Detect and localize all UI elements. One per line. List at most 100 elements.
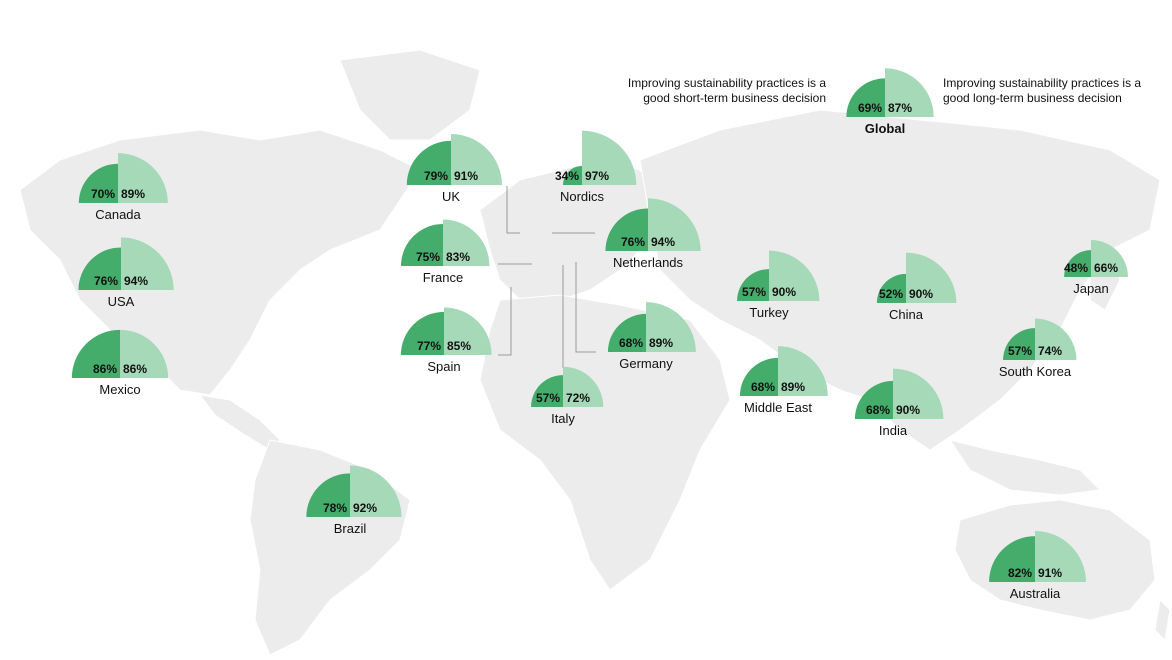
canada-long-term-slice [118, 153, 168, 203]
usa-short-term-value: 76% [94, 274, 118, 288]
india-short-term-value: 68% [866, 403, 890, 417]
region-japan: 48% 66% Japan [1064, 240, 1128, 296]
spain-short-term-value: 77% [417, 339, 441, 353]
global-label: Global [865, 121, 905, 136]
brazil-label: Brazil [334, 521, 367, 536]
mexico-long-term-value: 86% [123, 362, 147, 376]
france-short-term-value: 75% [416, 250, 440, 264]
region-middle-east: 68% 89% Middle East [739, 346, 828, 415]
france-short-term-slice [401, 224, 443, 266]
turkey-short-term-slice [737, 269, 769, 301]
australia-long-term-slice [1035, 531, 1086, 582]
nordics-label: Nordics [560, 189, 605, 204]
region-china: 52% 90% China [876, 252, 957, 322]
middle-east-long-term-value: 89% [781, 380, 805, 394]
turkey-long-term-slice [769, 250, 820, 301]
region-canada: 70% 89% Canada [78, 153, 168, 222]
italy-label: Italy [551, 411, 575, 426]
australia-short-term-slice [989, 536, 1035, 582]
brazil-long-term-value: 92% [353, 501, 377, 515]
australia-long-term-value: 91% [1038, 566, 1062, 580]
southeast-asia-landmass [948, 439, 1102, 496]
south-korea-label: South Korea [999, 364, 1072, 379]
germany-label: Germany [619, 356, 673, 371]
region-mexico: 86% 86% Mexico [71, 329, 169, 397]
canada-label: Canada [95, 207, 141, 222]
india-short-term-slice [854, 380, 893, 419]
region-france: 75% 83% France [401, 219, 490, 285]
region-south-korea: 57% 74% South Korea [999, 318, 1077, 379]
germany-short-term-slice [607, 313, 646, 352]
usa-long-term-slice [121, 237, 174, 290]
mexico-label: Mexico [99, 382, 140, 397]
south-korea-long-term-slice [1035, 318, 1077, 360]
new-zealand-landmass [1154, 598, 1171, 642]
italy-short-term-value: 57% [536, 391, 560, 405]
spain-short-term-slice [400, 311, 444, 355]
europe-landmass [479, 159, 661, 301]
germany-long-term-value: 89% [649, 336, 673, 350]
turkey-label: Turkey [749, 305, 789, 320]
global-long-term-slice [885, 68, 934, 117]
region-turkey: 57% 90% Turkey [737, 250, 820, 320]
south-korea-short-term-value: 57% [1008, 344, 1032, 358]
usa-short-term-slice [78, 247, 121, 290]
netherlands-label: Netherlands [613, 255, 684, 270]
region-italy: 57% 72% Italy [531, 366, 604, 426]
canada-short-term-slice [78, 163, 118, 203]
italy-short-term-slice [531, 375, 563, 407]
netherlands-long-term-value: 94% [651, 235, 675, 249]
middle-east-short-term-value: 68% [751, 380, 775, 394]
region-india: 68% 90% India [854, 368, 944, 438]
turkey-short-term-value: 57% [742, 285, 766, 299]
uk-short-term-slice [406, 140, 451, 185]
region-brazil: 78% 92% Brazil [306, 465, 402, 536]
region-global: 69% 87% Global [846, 68, 934, 136]
brazil-long-term-slice [350, 465, 402, 517]
mexico-long-term-slice [120, 329, 169, 378]
region-usa: 76% 94% USA [78, 237, 174, 309]
south-korea-long-term-value: 74% [1038, 344, 1062, 358]
mexico-short-term-slice [71, 329, 120, 378]
region-germany: 68% 89% Germany [607, 302, 696, 371]
turkey-long-term-value: 90% [772, 285, 796, 299]
india-long-term-slice [893, 368, 944, 419]
germany-short-term-value: 68% [619, 336, 643, 350]
uk-long-term-value: 91% [454, 169, 478, 183]
canada-long-term-value: 89% [121, 187, 145, 201]
region-spain: 77% 85% Spain [400, 307, 492, 374]
france-long-term-value: 83% [446, 250, 470, 264]
middle-east-long-term-slice [778, 346, 828, 396]
netherlands-short-term-value: 76% [621, 235, 645, 249]
india-long-term-value: 90% [896, 403, 920, 417]
japan-long-term-slice [1091, 240, 1128, 277]
middle-east-short-term-slice [739, 357, 778, 396]
japan-short-term-value: 48% [1064, 261, 1088, 275]
italy-long-term-slice [563, 366, 604, 407]
germany-long-term-slice [646, 302, 696, 352]
uk-leader-line [506, 186, 520, 234]
uk-label: UK [442, 189, 460, 204]
china-short-term-slice [876, 273, 906, 303]
spain-long-term-slice [444, 307, 492, 355]
uk-short-term-value: 79% [424, 169, 448, 183]
china-label: China [889, 307, 924, 322]
nordics-long-term-value: 97% [585, 169, 609, 183]
legend-long-term-text: Improving sustainability practices is a … [943, 76, 1142, 105]
region-uk: 79% 91% UK [406, 134, 502, 204]
japan-label: Japan [1073, 281, 1108, 296]
region-netherlands: 76% 94% Netherlands [605, 198, 701, 270]
china-short-term-value: 52% [879, 287, 903, 301]
china-long-term-slice [906, 252, 957, 303]
netherlands-short-term-slice [605, 208, 648, 251]
south-korea-short-term-slice [1003, 328, 1035, 360]
brazil-short-term-slice [306, 473, 350, 517]
region-australia: 82% 91% Australia [989, 531, 1086, 601]
japan-short-term-slice [1064, 250, 1091, 277]
france-long-term-slice [443, 219, 490, 266]
brazil-short-term-value: 78% [323, 501, 347, 515]
france-label: France [423, 270, 463, 285]
legend-short-term-text: Improving sustainability practices is a … [627, 76, 826, 105]
